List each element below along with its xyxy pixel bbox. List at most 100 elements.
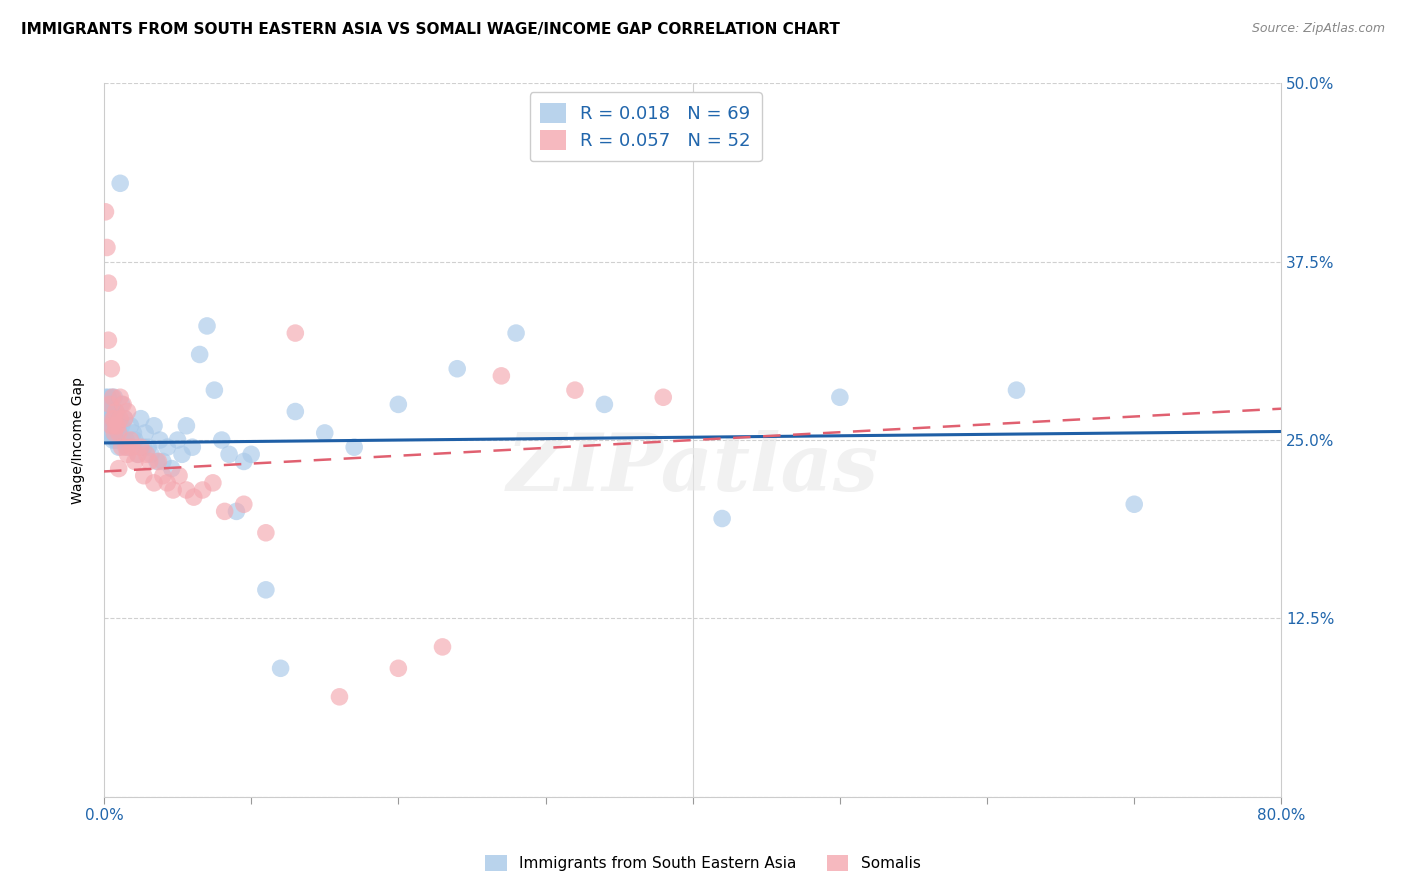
Point	[107, 425, 129, 440]
Point	[100, 425, 122, 440]
Point	[446, 361, 468, 376]
Text: ZIPatlas: ZIPatlas	[506, 430, 879, 508]
Point	[96, 397, 118, 411]
Point	[314, 425, 336, 440]
Point	[104, 433, 127, 447]
Legend: Immigrants from South Eastern Asia, Somalis: Immigrants from South Eastern Asia, Soma…	[479, 849, 927, 877]
Point	[104, 418, 127, 433]
Point	[108, 411, 131, 425]
Point	[94, 204, 117, 219]
Point	[166, 433, 188, 447]
Point	[96, 240, 118, 254]
Point	[104, 404, 127, 418]
Point	[136, 440, 159, 454]
Point	[115, 433, 138, 447]
Point	[232, 454, 254, 468]
Point	[100, 418, 122, 433]
Point	[97, 390, 120, 404]
Point	[107, 461, 129, 475]
Point	[432, 640, 454, 654]
Point	[96, 425, 118, 440]
Point	[127, 447, 149, 461]
Point	[120, 433, 142, 447]
Point	[270, 661, 292, 675]
Point	[105, 418, 128, 433]
Point	[652, 390, 675, 404]
Point	[214, 504, 236, 518]
Point	[100, 361, 122, 376]
Y-axis label: Wage/Income Gap: Wage/Income Gap	[72, 376, 86, 504]
Point	[188, 347, 211, 361]
Point	[232, 497, 254, 511]
Point	[146, 454, 169, 468]
Point	[284, 404, 307, 418]
Point	[117, 404, 139, 418]
Point	[284, 326, 307, 340]
Point	[195, 318, 218, 333]
Point	[132, 468, 155, 483]
Point	[254, 582, 277, 597]
Point	[122, 425, 145, 440]
Point	[148, 454, 170, 468]
Point	[211, 433, 233, 447]
Point	[202, 383, 225, 397]
Point	[100, 390, 122, 404]
Point	[108, 176, 131, 190]
Point	[387, 397, 409, 411]
Point	[132, 440, 155, 454]
Point	[149, 433, 172, 447]
Point	[107, 418, 129, 433]
Point	[254, 525, 277, 540]
Point	[111, 440, 134, 454]
Point	[564, 383, 586, 397]
Point	[143, 418, 166, 433]
Point	[127, 447, 149, 461]
Point	[115, 440, 138, 454]
Point	[114, 411, 136, 425]
Point	[105, 411, 128, 425]
Point	[201, 475, 224, 490]
Point	[711, 511, 734, 525]
Point	[124, 433, 146, 447]
Point	[103, 411, 125, 425]
Point	[97, 276, 120, 290]
Point	[156, 440, 179, 454]
Point	[120, 418, 142, 433]
Point	[156, 475, 179, 490]
Point	[117, 440, 139, 454]
Point	[112, 433, 135, 447]
Point	[191, 483, 214, 497]
Point	[96, 411, 118, 425]
Point	[152, 454, 174, 468]
Point	[100, 418, 122, 433]
Point	[111, 397, 134, 411]
Point	[98, 397, 121, 411]
Point	[101, 404, 124, 418]
Point	[103, 425, 125, 440]
Point	[135, 447, 157, 461]
Point	[218, 447, 240, 461]
Point	[152, 468, 174, 483]
Point	[107, 440, 129, 454]
Point	[114, 411, 136, 425]
Point	[111, 418, 134, 433]
Point	[124, 454, 146, 468]
Point	[98, 397, 121, 411]
Point	[328, 690, 350, 704]
Point	[138, 454, 160, 468]
Point	[117, 447, 139, 461]
Point	[160, 461, 183, 475]
Point	[162, 483, 184, 497]
Legend: R = 0.018   N = 69, R = 0.057   N = 52: R = 0.018 N = 69, R = 0.057 N = 52	[530, 93, 762, 161]
Point	[505, 326, 527, 340]
Point	[105, 433, 128, 447]
Point	[176, 418, 198, 433]
Point	[828, 390, 851, 404]
Point	[103, 390, 125, 404]
Point	[225, 504, 247, 518]
Point	[98, 411, 121, 425]
Point	[108, 390, 131, 404]
Point	[101, 411, 124, 425]
Text: IMMIGRANTS FROM SOUTH EASTERN ASIA VS SOMALI WAGE/INCOME GAP CORRELATION CHART: IMMIGRANTS FROM SOUTH EASTERN ASIA VS SO…	[21, 22, 839, 37]
Point	[134, 425, 156, 440]
